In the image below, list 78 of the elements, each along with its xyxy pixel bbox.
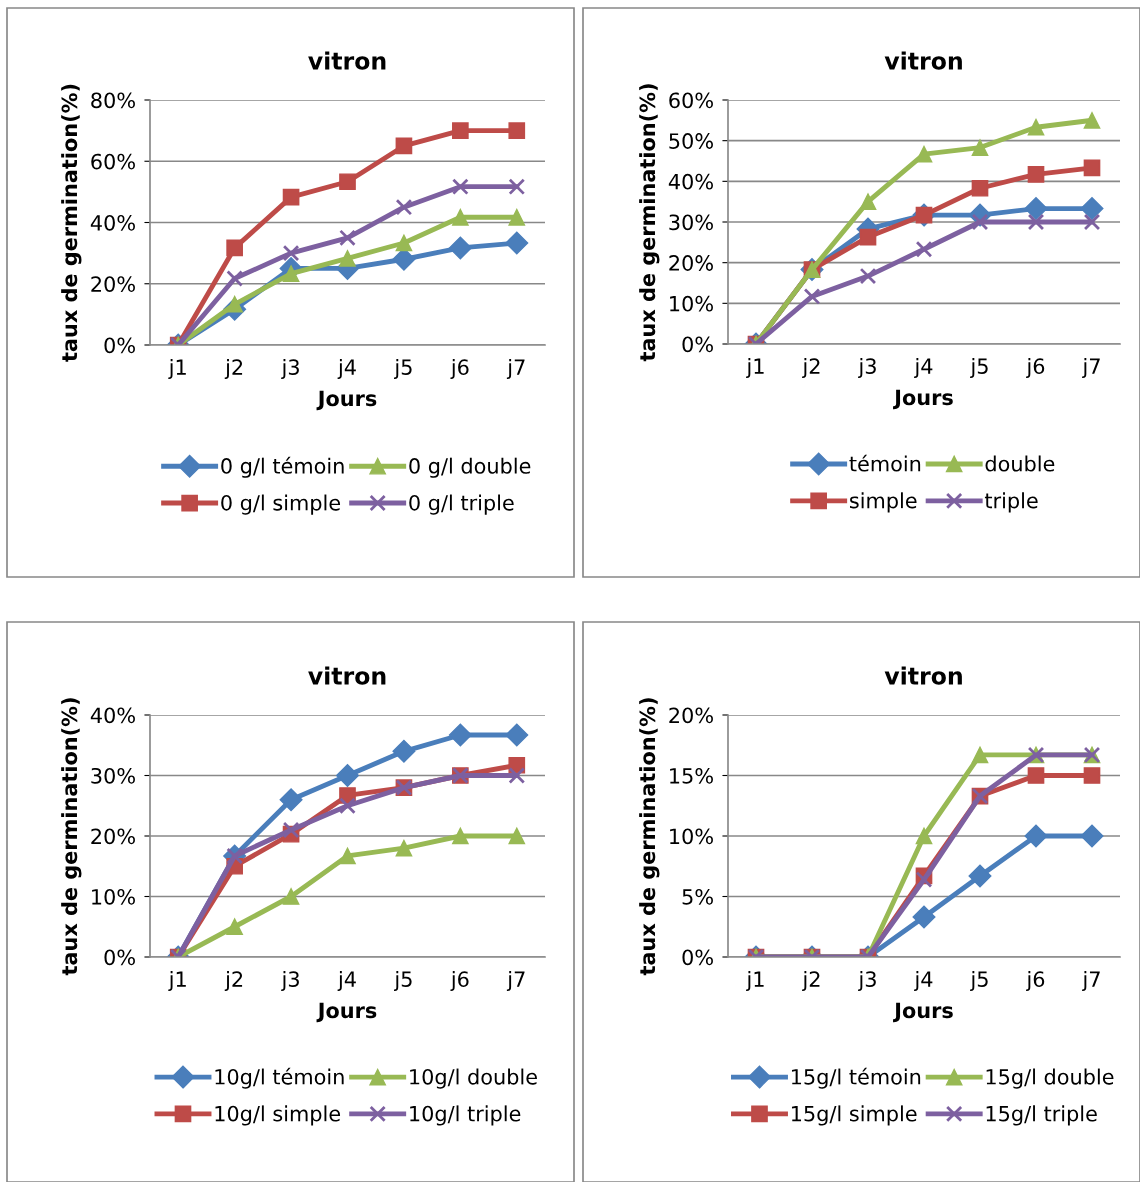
legend-label: 0 g/l triple	[409, 494, 514, 515]
legend-label: 15g/l témoin	[791, 1067, 921, 1089]
legend-label: 0 g/l double	[409, 457, 531, 478]
x-tick-label: j6	[1026, 970, 1045, 992]
y-tick-label: 10%	[670, 295, 713, 312]
chart-title: vitron	[884, 51, 962, 70]
x-tick-label: j2	[802, 970, 820, 992]
x-tick-label: j1	[168, 970, 186, 992]
x-tick-label: j2	[224, 970, 243, 992]
y-tick-label: 80%	[91, 92, 135, 109]
x-tick-label: j4	[337, 358, 356, 380]
y-tick-label: 0%	[682, 949, 713, 966]
x-axis-title: Jours	[316, 1002, 377, 1023]
y-tick-label: 30%	[669, 214, 713, 231]
y-tick-label: 20%	[91, 828, 135, 845]
x-tick-label: j5	[394, 970, 412, 992]
y-axis-title: taux de germination(%)	[61, 698, 82, 976]
legend-label: simple	[849, 492, 917, 513]
x-tick-label: j3	[858, 357, 876, 379]
y-axis-title: taux de germination(%)	[639, 84, 660, 362]
legend-label: 15g/l simple	[791, 1105, 917, 1126]
y-tick-label: 0%	[682, 336, 713, 353]
y-tick-label: 15%	[670, 767, 713, 784]
x-tick-label: j2	[224, 358, 243, 380]
x-tick-label: j4	[337, 970, 356, 992]
y-tick-label: 5%	[682, 888, 713, 905]
y-tick-label: 40%	[668, 173, 713, 190]
y-tick-label: 0%	[104, 337, 135, 354]
legend-label: témoin	[849, 454, 921, 472]
legend-label: 10g/l triple	[410, 1105, 521, 1126]
x-tick-label: j3	[858, 970, 876, 992]
x-tick-label: j7	[1082, 970, 1100, 992]
x-tick-label: j7	[506, 358, 525, 380]
x-tick-label: j6	[450, 970, 469, 992]
x-tick-label: j5	[970, 970, 988, 992]
legend-label: 15g/l triple	[986, 1105, 1097, 1126]
x-tick-label: j3	[281, 358, 299, 380]
y-tick-label: 40%	[90, 214, 135, 231]
y-axis-title: taux de germination(%)	[61, 84, 82, 362]
chart-title: vitron	[884, 666, 962, 685]
y-tick-label: 20%	[669, 707, 713, 724]
legend-label: 0 g/l simple	[221, 494, 341, 515]
y-tick-label: 10%	[92, 888, 135, 905]
legend-label: 10g/l simple	[215, 1105, 341, 1126]
x-tick-label: j5	[394, 358, 412, 380]
chart-title: vitron	[308, 51, 386, 70]
x-tick-label: j2	[802, 357, 820, 379]
legend-label: 10g/l double	[410, 1068, 537, 1089]
y-tick-label: 20%	[669, 255, 713, 271]
x-axis-title: Jours	[893, 1002, 953, 1023]
x-tick-label: j4	[914, 970, 933, 992]
x-tick-label: j5	[970, 357, 988, 379]
y-tick-label: 0%	[104, 949, 135, 966]
x-tick-label: j7	[506, 970, 525, 992]
legend-label: double	[985, 455, 1055, 472]
x-tick-label: j4	[914, 357, 933, 379]
legend-label: 15g/l double	[986, 1068, 1114, 1089]
x-tick-label: j1	[746, 357, 764, 379]
x-tick-label: j6	[450, 358, 469, 380]
y-tick-label: 50%	[669, 133, 713, 149]
x-axis-title: Jours	[893, 389, 953, 410]
legend-label: triple	[984, 492, 1038, 513]
y-tick-label: 60%	[669, 92, 713, 109]
x-tick-label: j1	[746, 970, 764, 992]
legend-label: 0 g/l témoin	[221, 456, 344, 478]
x-tick-label: j6	[1026, 357, 1045, 379]
y-tick-label: 30%	[91, 767, 135, 784]
legend-label: 10g/l témoin	[215, 1067, 344, 1089]
x-axis-title: Jours	[316, 390, 377, 411]
x-tick-label: j3	[281, 970, 299, 992]
y-tick-label: 20%	[91, 276, 135, 292]
x-tick-label: j1	[168, 358, 186, 380]
y-tick-label: 10%	[670, 828, 713, 845]
y-tick-label: 40%	[90, 707, 135, 724]
y-tick-label: 60%	[91, 153, 135, 170]
chart-title: vitron	[308, 666, 386, 685]
x-tick-label: j7	[1082, 357, 1100, 379]
y-axis-title: taux de germination(%)	[639, 698, 660, 976]
